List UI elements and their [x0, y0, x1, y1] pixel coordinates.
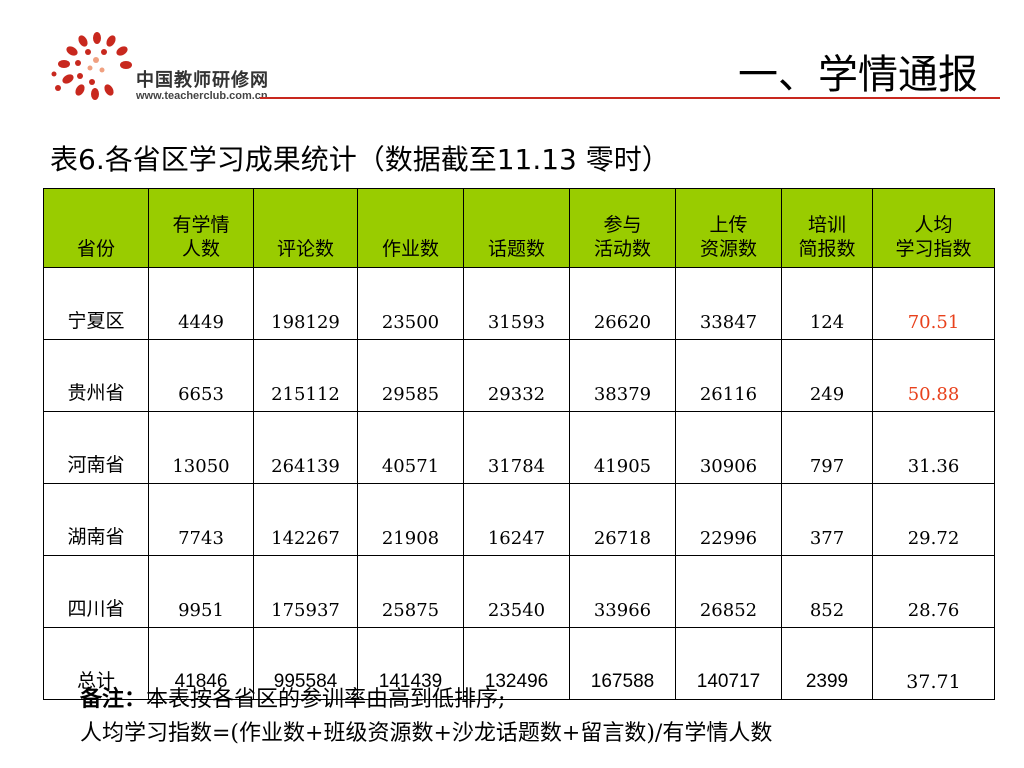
- column-header: 参与 活动数: [569, 188, 676, 268]
- column-header: 评论数: [253, 188, 358, 268]
- briefs-cell: 249: [781, 339, 873, 412]
- topics-cell: 132496: [463, 627, 570, 700]
- note-label: 备注：: [80, 686, 147, 712]
- note-text-2: 人均学习指数=(作业数+班级资源数+沙龙话题数+留言数)/有学情人数: [80, 721, 773, 746]
- activities-cell: 33966: [569, 555, 676, 628]
- resources-cell: 33847: [675, 267, 782, 340]
- comments-cell: 142267: [253, 483, 358, 556]
- province-cell: 四川省: [43, 555, 149, 628]
- table-title: 表6.各省区学习成果统计（数据截至11.13 零时）: [50, 143, 670, 176]
- table-header-row: 省份 有学情 人数 评论数 作业数 话题数 参与 活动数 上传 资源数 培训 简报数 人…: [43, 188, 995, 268]
- index-cell: 28.76: [872, 555, 995, 628]
- note-line-1: 备注：本表按各省区的参训率由高到低排序;: [80, 682, 772, 717]
- briefs-cell: 2399: [781, 627, 873, 700]
- column-header: 有学情 人数: [148, 188, 254, 268]
- topics-cell: 23540: [463, 555, 570, 628]
- note-text-1: 本表按各省区的参训率由高到低排序;: [146, 687, 506, 712]
- homework-cell: 25875: [357, 555, 464, 628]
- logo-name: 中国教师研修网: [136, 70, 269, 91]
- people-cell: 4449: [148, 267, 254, 340]
- index-cell: 31.36: [872, 411, 995, 484]
- logo-url: www.teacherclub.com.cn: [136, 90, 268, 102]
- homework-cell: 21908: [357, 483, 464, 556]
- logo-flower-icon: [51, 32, 132, 100]
- notes: 备注：本表按各省区的参训率由高到低排序; 人均学习指数=(作业数+班级资源数+沙…: [80, 682, 772, 751]
- activities-cell: 26620: [569, 267, 676, 340]
- province-cell: 河南省: [43, 411, 149, 484]
- topics-cell: 31784: [463, 411, 570, 484]
- table-row: 贵州省 6653 215112 29585 29332 38379 26116 …: [43, 339, 995, 412]
- index-cell: 29.72: [872, 483, 995, 556]
- index-cell: 37.71: [872, 627, 995, 700]
- comments-cell: 215112: [253, 339, 358, 412]
- table-row: 四川省 9951 175937 25875 23540 33966 26852 …: [43, 555, 995, 628]
- topics-cell: 29332: [463, 339, 570, 412]
- activities-cell: 41905: [569, 411, 676, 484]
- resources-cell: 140717: [675, 627, 782, 700]
- resources-cell: 26852: [675, 555, 782, 628]
- column-header: 省份: [43, 188, 149, 268]
- title-divider: [260, 97, 1000, 99]
- column-header: 话题数: [463, 188, 570, 268]
- index-cell: 50.88: [872, 339, 995, 412]
- page-title: 一、学情通报: [738, 52, 978, 98]
- people-cell: 9951: [148, 555, 254, 628]
- briefs-cell: 124: [781, 267, 873, 340]
- resources-cell: 26116: [675, 339, 782, 412]
- topics-cell: 31593: [463, 267, 570, 340]
- total-row: 总计 41846 995584 141439 132496 167588 140…: [43, 627, 995, 700]
- column-header: 作业数: [357, 188, 464, 268]
- column-header: 上传 资源数: [675, 188, 782, 268]
- comments-cell: 995584: [253, 627, 358, 700]
- province-cell: 宁夏区: [43, 267, 149, 340]
- index-cell: 70.51: [872, 267, 995, 340]
- activities-cell: 26718: [569, 483, 676, 556]
- comments-cell: 198129: [253, 267, 358, 340]
- topics-cell: 16247: [463, 483, 570, 556]
- people-cell: 7743: [148, 483, 254, 556]
- table-row: 宁夏区 4449 198129 23500 31593 26620 33847 …: [43, 267, 995, 340]
- activities-cell: 167588: [569, 627, 676, 700]
- homework-cell: 141439: [357, 627, 464, 700]
- homework-cell: 29585: [357, 339, 464, 412]
- people-cell: 6653: [148, 339, 254, 412]
- resources-cell: 30906: [675, 411, 782, 484]
- activities-cell: 38379: [569, 339, 676, 412]
- briefs-cell: 797: [781, 411, 873, 484]
- table-row: 湖南省 7743 142267 21908 16247 26718 22996 …: [43, 483, 995, 556]
- briefs-cell: 377: [781, 483, 873, 556]
- logo: 中国教师研修网 www.teacherclub.com.cn: [50, 30, 310, 110]
- province-cell: 湖南省: [43, 483, 149, 556]
- briefs-cell: 852: [781, 555, 873, 628]
- province-cell: 贵州省: [43, 339, 149, 412]
- resources-cell: 22996: [675, 483, 782, 556]
- homework-cell: 40571: [357, 411, 464, 484]
- column-header: 人均 学习指数: [872, 188, 995, 268]
- stats-table: 省份 有学情 人数 评论数 作业数 话题数 参与 活动数 上传 资源数 培训 简报数 人…: [43, 188, 995, 700]
- comments-cell: 264139: [253, 411, 358, 484]
- people-cell: 13050: [148, 411, 254, 484]
- homework-cell: 23500: [357, 267, 464, 340]
- comments-cell: 175937: [253, 555, 358, 628]
- table-row: 河南省 13050 264139 40571 31784 41905 30906…: [43, 411, 995, 484]
- column-header: 培训 简报数: [781, 188, 873, 268]
